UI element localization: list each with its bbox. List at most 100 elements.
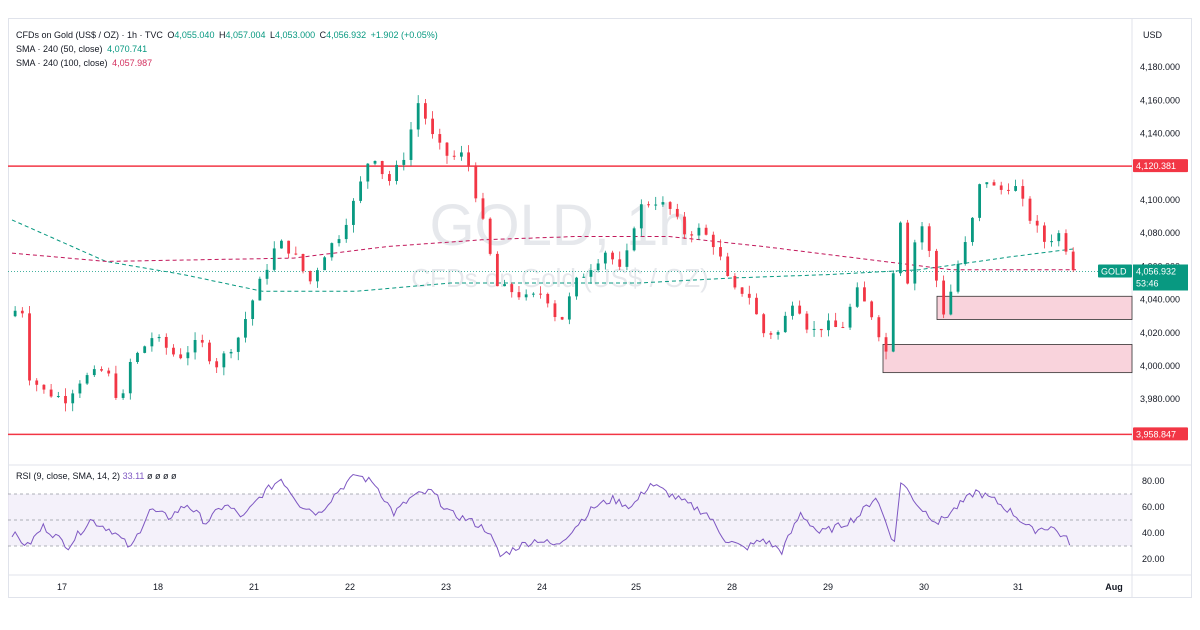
rsi-tick-label: 80.00	[1142, 476, 1165, 486]
price-tick-label: 4,180.000	[1140, 62, 1180, 72]
candle-body	[28, 313, 31, 381]
candle-body	[294, 253, 298, 255]
time-axis-label: 24	[537, 582, 547, 592]
candle-body	[755, 297, 758, 315]
candle-body	[409, 129, 413, 160]
sma100-line	[11, 236, 1076, 271]
candle-body	[855, 287, 859, 307]
candle-body	[733, 276, 737, 288]
candle-body	[330, 243, 334, 258]
candle-layer	[13, 95, 1075, 412]
candle-body	[524, 294, 528, 298]
candle-body	[675, 208, 679, 217]
sma50-line	[11, 219, 1077, 292]
candle-body	[776, 332, 780, 335]
time-axis-label: 23	[441, 582, 451, 592]
price-tick-label: 4,100.000	[1140, 195, 1180, 205]
candle-body	[999, 185, 1003, 190]
candle-body	[992, 182, 996, 186]
candle-body	[935, 250, 938, 281]
candle-body	[625, 250, 629, 267]
axis-layer: 4,180.000 4,160.000 4,140.000 4,100.000 4,08…	[57, 62, 1180, 592]
legend-high: 4,057.004	[225, 30, 266, 40]
rsi-placeholder-4: ø	[170, 471, 177, 481]
candle-body	[1064, 233, 1068, 252]
candle-body	[805, 313, 809, 330]
candle-body	[841, 326, 845, 328]
candle-body	[1057, 233, 1061, 242]
candle-body	[85, 375, 89, 384]
rsi-legend[interactable]: RSI (9, close, SMA, 14, 2) 33.11 ø ø ø ø	[16, 471, 176, 481]
legend-high-label: H	[218, 30, 226, 40]
candle-body	[1007, 189, 1010, 191]
candle-body	[971, 217, 974, 243]
legend-row-sma100[interactable]: SMA · 240 (100, close) 4,057.987	[16, 56, 154, 70]
candle-body	[481, 198, 485, 219]
candle-body	[323, 257, 327, 271]
rsi-line	[11, 473, 1071, 558]
rsi-title: RSI (9, close, SMA, 14, 2)	[16, 471, 121, 481]
time-axis-label: 30	[919, 582, 929, 592]
candle-body	[200, 339, 204, 343]
candle-body	[114, 373, 118, 398]
candle-body	[848, 306, 852, 328]
legend-open: 4,055.040	[174, 30, 215, 40]
candle-body	[697, 227, 701, 236]
candle-body	[265, 269, 269, 279]
candle-body	[589, 270, 593, 277]
candle-body	[567, 296, 571, 320]
candle-body	[1021, 186, 1025, 199]
legend-symbol: CFDs on Gold (US$ / OZ) · 1h · TVC	[16, 30, 163, 40]
legend-low: 4,053.000	[275, 30, 316, 40]
candle-body	[208, 342, 211, 362]
currency-label[interactable]: USD	[1143, 30, 1163, 40]
rsi-tick-label: 40.00	[1142, 528, 1165, 538]
candle-body	[985, 182, 989, 185]
candle-body	[64, 395, 67, 404]
badge-layer: 4,120.381 3,958.847 GOLD 4,056.932 53:46	[1098, 159, 1188, 441]
rsi-placeholder-3: ø	[162, 471, 169, 481]
legend-close: 4,056.932	[326, 30, 367, 40]
candle-body	[452, 155, 456, 157]
candle-body	[308, 271, 312, 282]
candle-body	[236, 337, 240, 352]
candle-body	[366, 163, 370, 182]
candle-body	[783, 315, 787, 333]
candle-body	[337, 239, 341, 244]
candle-body	[193, 339, 197, 353]
level-layer	[8, 165, 1132, 436]
candle-body	[287, 240, 291, 254]
demand-zone	[882, 344, 1133, 374]
candle-body	[373, 160, 377, 164]
legend-sma50-label: SMA · 240 (50, close)	[16, 44, 103, 54]
symbol-badge: GOLD	[1101, 266, 1127, 276]
candle-body	[553, 303, 557, 318]
candle-body	[639, 204, 643, 229]
candle-body	[1071, 251, 1075, 270]
candle-body	[978, 184, 982, 218]
candle-body	[301, 254, 305, 272]
price-tick-label: 4,040.000	[1140, 295, 1180, 305]
candle-body	[150, 338, 154, 347]
current-price-badge: 4,056.932	[1136, 266, 1176, 276]
candle-body	[280, 240, 283, 249]
support-price-badge-bg	[1133, 427, 1188, 441]
rsi-placeholder-1: ø	[146, 471, 153, 481]
candle-body	[560, 317, 564, 320]
candle-body	[956, 263, 960, 292]
price-tick-label: 4,000.000	[1140, 361, 1180, 371]
rsi-value: 33.11	[122, 471, 145, 481]
watermark-ticker: GOLD, 1h	[429, 193, 690, 258]
candle-body	[229, 351, 233, 354]
candle-body	[157, 336, 161, 339]
candle-body	[611, 252, 614, 260]
legend-row-main: CFDs on Gold (US$ / OZ) · 1h · TVC O4,05…	[16, 28, 440, 42]
candle-body	[503, 284, 506, 287]
candle-body	[13, 310, 17, 317]
candle-body	[78, 383, 82, 394]
candle-body	[546, 293, 550, 304]
legend-row-sma50[interactable]: SMA · 240 (50, close) 4,070.741	[16, 42, 149, 56]
legend-open-label: O	[167, 30, 175, 40]
candle-body	[121, 393, 125, 398]
